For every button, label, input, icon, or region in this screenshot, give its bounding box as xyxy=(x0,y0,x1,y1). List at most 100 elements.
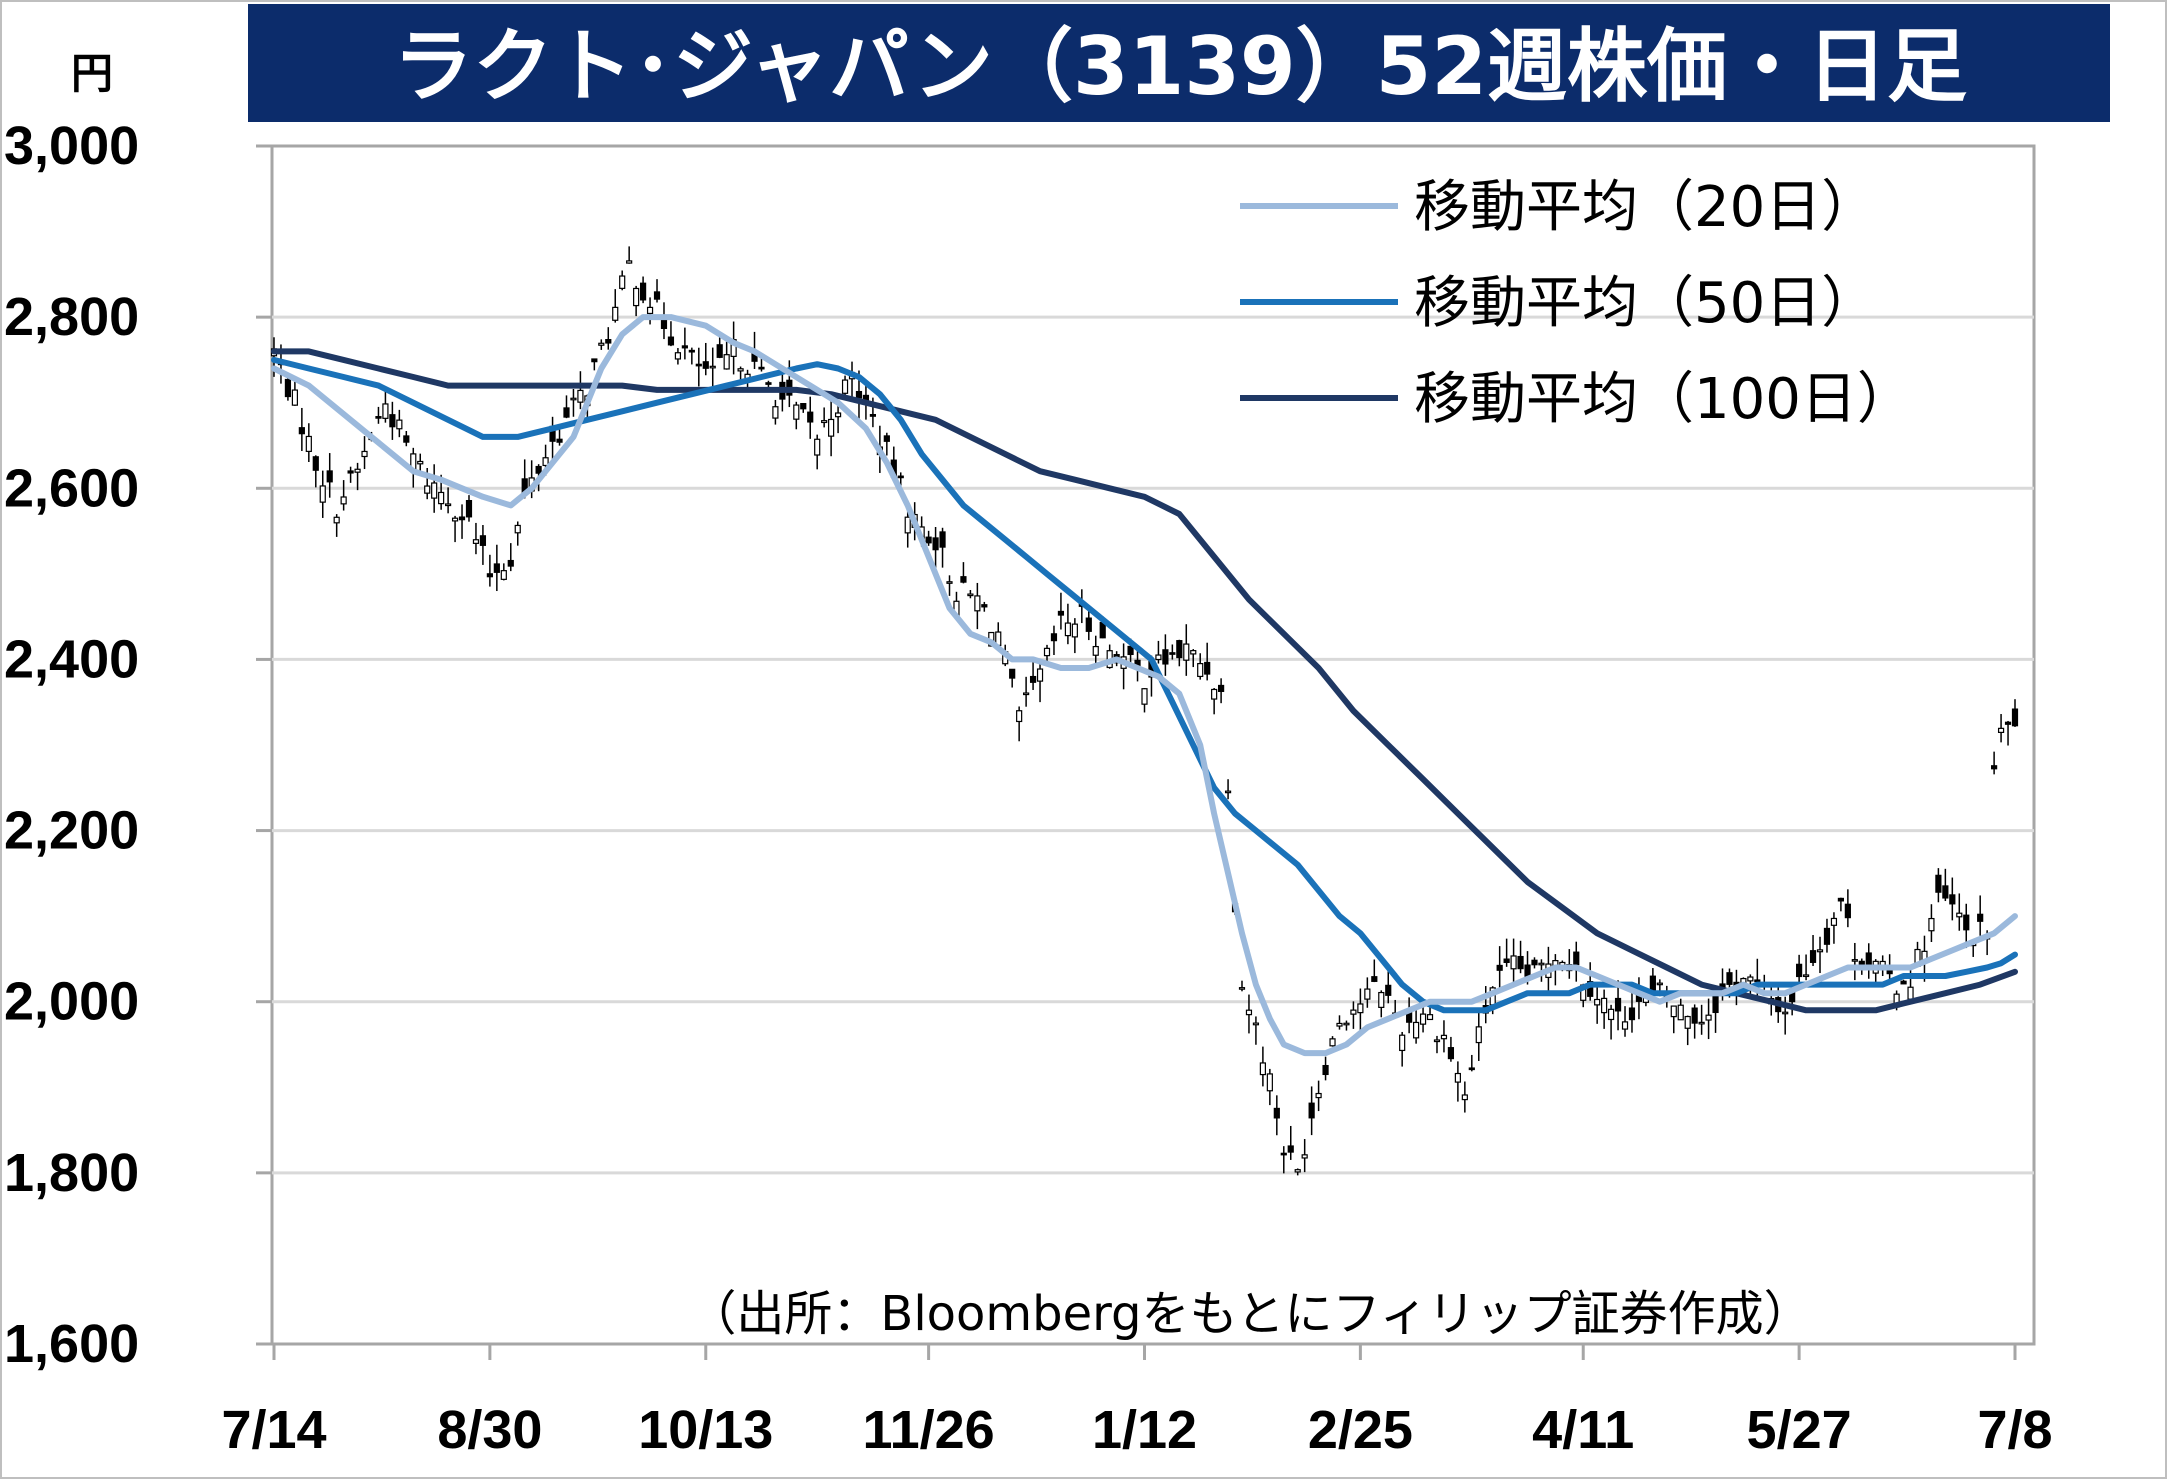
candle-body xyxy=(1851,959,1858,962)
candle-body xyxy=(1329,1038,1336,1047)
candle-body xyxy=(1127,645,1134,656)
candle xyxy=(946,575,953,596)
candle-body xyxy=(458,516,466,521)
candle-body xyxy=(974,595,981,612)
candle-body xyxy=(1016,710,1023,723)
candle xyxy=(1977,895,1984,936)
candle-body xyxy=(1656,982,1663,986)
candle-body xyxy=(486,573,493,578)
candle xyxy=(1211,688,1218,715)
candle xyxy=(291,381,298,406)
candle xyxy=(514,521,521,546)
candle xyxy=(939,527,946,568)
candle-body xyxy=(946,581,953,584)
candle-body xyxy=(619,275,626,289)
candle xyxy=(1935,868,1942,903)
candle-body xyxy=(375,416,382,419)
candle-body xyxy=(403,435,410,443)
candle-body xyxy=(570,397,577,401)
y-tick-label: 2,000 xyxy=(4,972,139,1032)
candle-body xyxy=(807,411,814,423)
x-tick-label: 5/27 xyxy=(1747,1400,1852,1460)
candle xyxy=(828,400,835,457)
candle-body xyxy=(1050,633,1058,642)
candle-body xyxy=(1343,1022,1350,1026)
candle-body xyxy=(605,339,612,344)
candle xyxy=(1273,1095,1280,1136)
candle-body xyxy=(1601,997,1608,1014)
candle xyxy=(772,399,779,425)
candle xyxy=(382,387,389,423)
y-tick-label: 1,600 xyxy=(4,1314,139,1374)
candle-body xyxy=(424,485,431,494)
candle xyxy=(1252,1016,1260,1045)
candle xyxy=(821,407,828,428)
candle xyxy=(925,530,932,546)
candle-body xyxy=(793,404,800,420)
candle xyxy=(932,527,939,568)
candle-body xyxy=(1698,1021,1705,1025)
candle-body xyxy=(800,403,807,410)
candle xyxy=(1378,990,1385,1018)
candle-body xyxy=(1712,995,1719,1014)
candle-body xyxy=(361,450,368,458)
candle xyxy=(1371,959,1378,983)
candle-body xyxy=(904,516,911,534)
candle xyxy=(2011,699,2019,727)
candle-body xyxy=(1085,617,1092,632)
candle xyxy=(633,285,640,317)
candle-body xyxy=(612,306,619,321)
candle xyxy=(354,462,361,491)
candle-body xyxy=(1301,1154,1308,1159)
candle xyxy=(1336,1015,1343,1030)
candle-body xyxy=(1942,885,1949,899)
candle xyxy=(723,341,730,370)
candle xyxy=(619,270,626,291)
candle-body xyxy=(1517,955,1524,970)
candle xyxy=(1754,958,1761,1001)
candle xyxy=(667,321,675,347)
candle xyxy=(305,423,312,462)
candle-body xyxy=(1169,652,1176,655)
candle-body xyxy=(493,563,500,573)
candle xyxy=(1823,918,1831,953)
candle xyxy=(361,436,368,470)
candle-body xyxy=(1364,988,1371,1000)
candle-body xyxy=(1963,914,1970,931)
legend-label: 移動平均（20日） xyxy=(1414,175,1877,240)
y-unit-label: 円 xyxy=(71,50,113,97)
candle-body xyxy=(716,344,723,358)
candle xyxy=(1155,640,1162,664)
candle-body xyxy=(1176,640,1183,659)
candle xyxy=(1461,1081,1468,1113)
candle xyxy=(1475,1008,1482,1061)
candle-body xyxy=(1308,1102,1315,1119)
candle xyxy=(445,487,452,514)
candle-body xyxy=(883,435,890,442)
candle-body xyxy=(1670,1005,1677,1018)
candle xyxy=(1963,903,1970,949)
candle xyxy=(1454,1061,1461,1102)
candle-body xyxy=(340,496,347,505)
candle-body xyxy=(1496,964,1503,971)
candle xyxy=(1607,1004,1615,1040)
candle-body xyxy=(1259,1062,1266,1076)
candle xyxy=(1830,912,1838,944)
candle-body xyxy=(1823,927,1831,945)
candle-body xyxy=(869,413,877,417)
candle xyxy=(2004,720,2012,746)
candle xyxy=(1009,668,1016,688)
candle xyxy=(681,327,688,360)
candle xyxy=(333,514,340,537)
moving-average-lines xyxy=(271,314,2018,1057)
candle xyxy=(1364,977,1371,1008)
candle xyxy=(1900,979,1907,985)
candle-body xyxy=(821,420,828,424)
candle xyxy=(1259,1046,1266,1087)
candle-body xyxy=(438,491,445,505)
candle-body xyxy=(1900,980,1907,985)
candle xyxy=(1238,980,1246,992)
candle-body xyxy=(1468,1067,1475,1071)
candle xyxy=(1399,1031,1406,1067)
candle-body xyxy=(1796,963,1803,978)
